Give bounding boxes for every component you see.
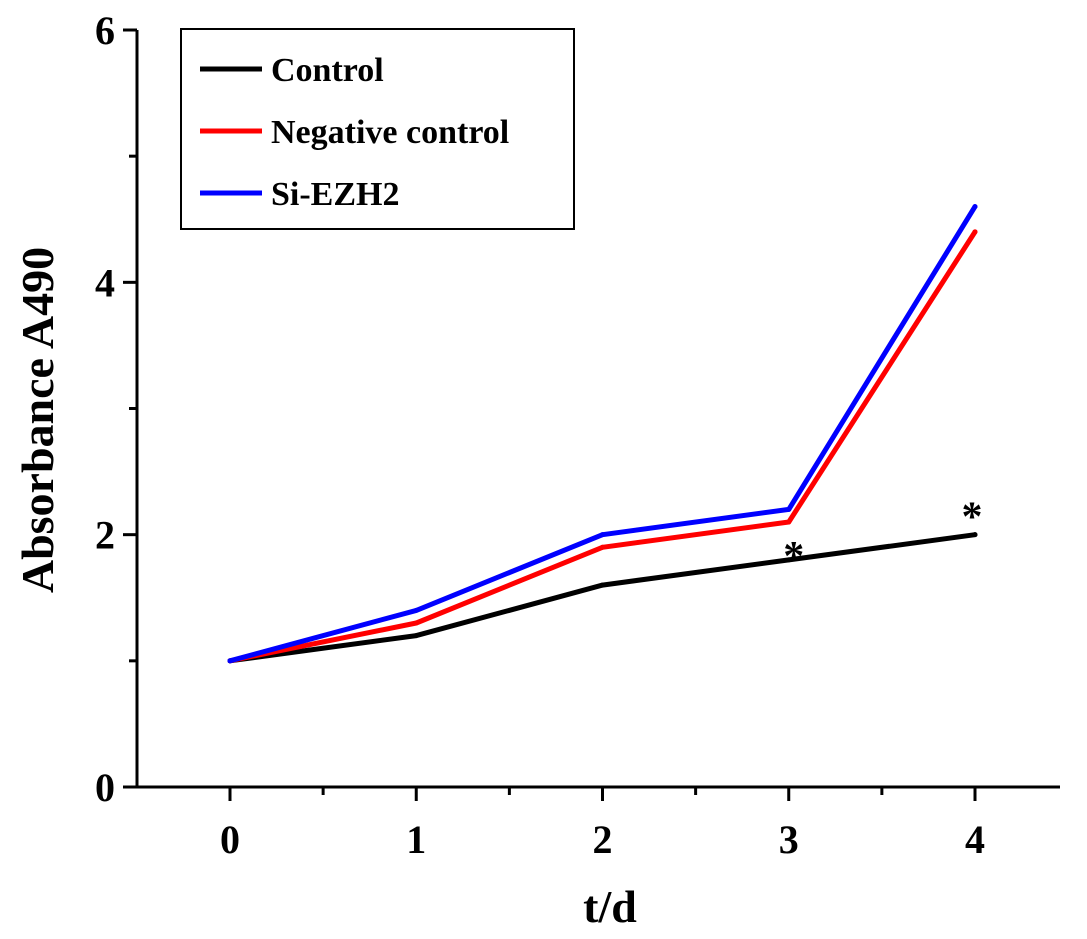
x-tick-label: 3 [779,817,799,862]
legend-label: Control [271,52,384,89]
data-point [972,532,978,538]
data-point [413,620,419,626]
significance-annotations: ** [783,495,982,580]
data-point [786,557,792,563]
data-point [972,204,978,210]
x-tick-label: 0 [220,817,240,862]
x-tick-label: 1 [406,817,426,862]
data-point [972,229,978,235]
significance-asterisk: * [962,495,983,541]
series-line-si-ezh2 [227,204,978,664]
y-tick-label: 0 [95,765,115,810]
data-point [413,633,419,639]
data-point [600,544,605,550]
series-line-negative-control [227,229,978,664]
series-line-control [227,532,978,664]
x-tick-label: 2 [593,817,613,862]
y-tick-label: 4 [95,260,115,305]
legend: Control Negative control Si-EZH2 [180,28,575,230]
data-point [227,658,233,664]
x-tick-label: 4 [965,817,985,862]
data-point [600,582,605,588]
data-point [413,607,419,613]
y-axis-title: Absorbance A490 [12,247,63,593]
data-point [786,519,792,525]
y-tick-label: 2 [95,513,115,558]
y-tick-label: 6 [95,8,115,53]
legend-label: Si-EZH2 [271,176,399,213]
legend-label: Negative control [271,114,509,151]
data-point [786,506,792,512]
significance-asterisk: * [783,534,804,580]
data-point [600,532,605,538]
series-lines [227,204,978,664]
x-axis-title: t/d [583,881,637,932]
axes: 0 2 4 6 0 1 2 3 4 t/d Absorbance A490 [12,8,1060,932]
